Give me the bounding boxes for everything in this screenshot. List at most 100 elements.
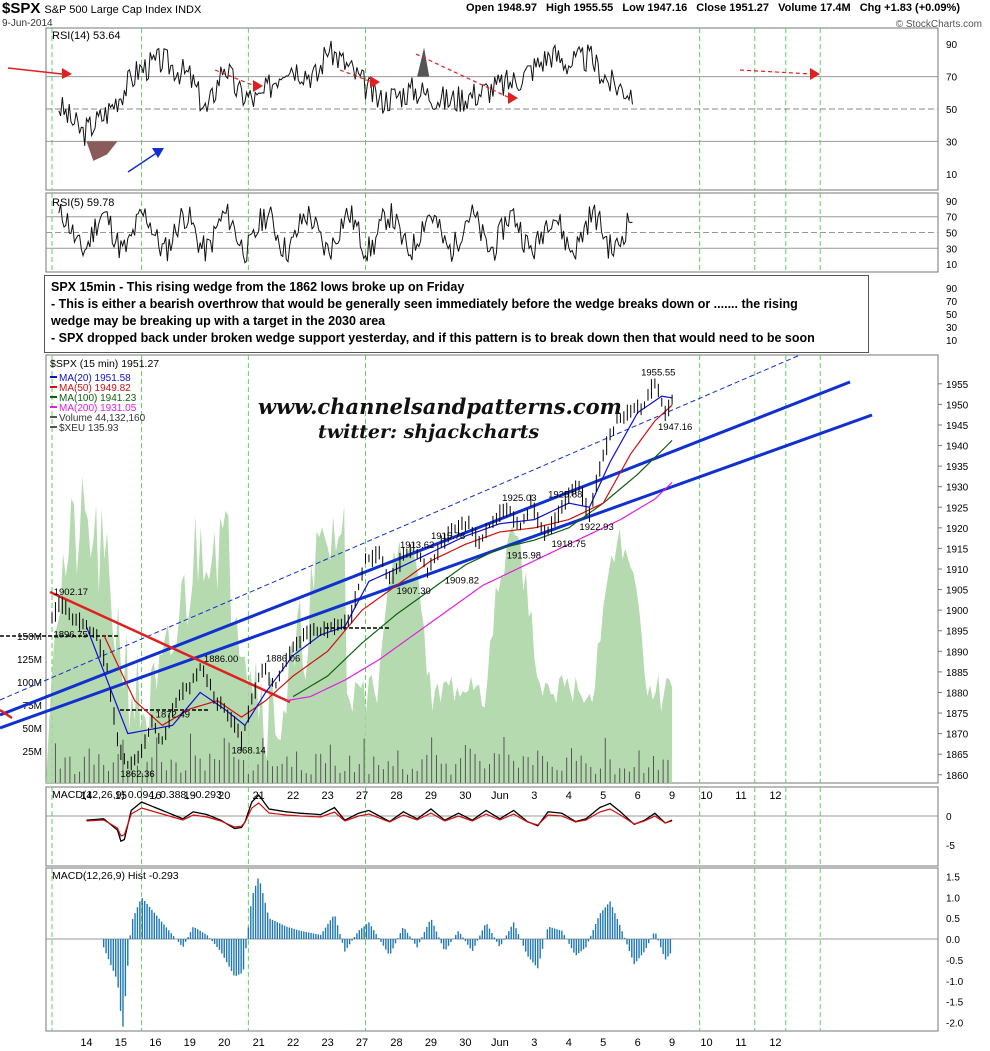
x-axis-label-bottom: 3 bbox=[531, 1037, 537, 1049]
price-tick-label: 1895 bbox=[946, 627, 969, 638]
x-axis-label-bottom: 21 bbox=[253, 1037, 265, 1049]
rsi5-tick-label: 50 bbox=[946, 229, 958, 240]
legend-entry: MA(50) 1949.82 bbox=[59, 383, 131, 394]
price-panel-title: $SPX (15 min) 1951.27 bbox=[50, 358, 159, 370]
price-data-label: 1925.88 bbox=[548, 490, 582, 501]
price-data-label: 1909.82 bbox=[445, 576, 479, 587]
x-axis-label-bottom: 16 bbox=[149, 1037, 161, 1049]
price-data-label: 1915.78 bbox=[431, 531, 465, 542]
hist-tick-label: -2.0 bbox=[946, 1019, 964, 1030]
rsi14-line bbox=[58, 40, 633, 146]
x-axis-label-bottom: 12 bbox=[769, 1037, 781, 1049]
price-data-label: 1896.75 bbox=[53, 630, 87, 641]
price-tick-label: 1940 bbox=[946, 442, 969, 453]
hist-panel bbox=[45, 867, 939, 1032]
x-axis-label-bottom: 15 bbox=[115, 1037, 127, 1049]
x-axis-label: 11 bbox=[735, 790, 746, 802]
price-data-label: 1955.55 bbox=[641, 368, 675, 379]
rsi-divergence-line bbox=[415, 53, 511, 99]
x-axis-label-bottom: 19 bbox=[184, 1037, 196, 1049]
price-data-label: 1868.14 bbox=[231, 745, 265, 756]
price-tick-label: 1945 bbox=[946, 421, 969, 432]
rsi14-tick-label: 50 bbox=[946, 105, 958, 116]
legend-entry: MA(200) 1931.05 bbox=[59, 403, 137, 414]
macd-panel bbox=[45, 786, 939, 867]
x-axis-label: 23 bbox=[321, 790, 333, 802]
rsi-tick-label-behind-note: 30 bbox=[946, 323, 958, 334]
rsi-tick-label-behind-note: 70 bbox=[946, 297, 958, 308]
x-axis-label: 15 bbox=[115, 790, 127, 802]
price-tick-label: 1935 bbox=[946, 462, 969, 473]
price-tick-label: 1925 bbox=[946, 503, 969, 514]
macd-tick-label: 0 bbox=[946, 812, 952, 823]
header-symbol: $SPX S&P 500 Large Cap Index INDX bbox=[2, 0, 201, 17]
wedge-support-line bbox=[0, 413, 873, 730]
x-axis-label: 20 bbox=[218, 790, 230, 802]
x-axis-label-bottom: 5 bbox=[600, 1037, 606, 1049]
x-axis-label: 19 bbox=[184, 790, 196, 802]
x-axis-label-bottom: 14 bbox=[80, 1037, 92, 1049]
legend-entry: Volume 44,132,160 bbox=[59, 413, 146, 424]
volume-tick-label: 50M bbox=[23, 724, 42, 735]
symbol: $SPX bbox=[2, 0, 41, 17]
annotation-line: - This is either a bearish overthrow tha… bbox=[51, 297, 798, 311]
rsi-divergence-arrowhead bbox=[370, 76, 380, 88]
x-axis-label: 5 bbox=[600, 790, 606, 802]
ma50-line bbox=[103, 404, 673, 727]
macd-signal-line bbox=[86, 802, 673, 837]
price-data-label: 1886.06 bbox=[266, 654, 300, 665]
x-axis-label-bottom: 23 bbox=[321, 1037, 333, 1049]
price-data-label: 1915.98 bbox=[507, 550, 541, 561]
rsi14-tick-label: 10 bbox=[946, 170, 958, 181]
rsi-red-arrowhead bbox=[62, 68, 72, 79]
price-tick-label: 1955 bbox=[946, 380, 969, 391]
price-tick-label: 1870 bbox=[946, 730, 969, 741]
legend-entry: $XEU 135.93 bbox=[59, 423, 119, 434]
price-data-label: 1918.75 bbox=[552, 539, 586, 550]
x-axis-label-bottom: 6 bbox=[635, 1037, 641, 1049]
hist-title: MACD(12,26,9) Hist -0.293 bbox=[52, 870, 179, 882]
rsi14-tick-label: 30 bbox=[946, 137, 958, 148]
watermark-site: www.channelsandpatterns.com bbox=[258, 394, 622, 419]
legend-entry: MA(100) 1941.23 bbox=[59, 393, 137, 404]
price-data-label: 1872.49 bbox=[156, 709, 190, 720]
ma100-line bbox=[292, 440, 673, 698]
x-axis-label: Jun bbox=[491, 790, 509, 802]
wedge-resistance-line bbox=[0, 380, 851, 717]
x-axis-label: 29 bbox=[425, 790, 437, 802]
volume-tick-label: 125M bbox=[17, 655, 42, 666]
x-axis-label: 22 bbox=[287, 790, 299, 802]
price-tick-label: 1885 bbox=[946, 668, 969, 679]
x-axis-label-bottom: 30 bbox=[459, 1037, 471, 1049]
downtrend-line bbox=[49, 590, 291, 704]
brand-credit: © StockCharts.com bbox=[895, 19, 982, 30]
price-tick-label: 1890 bbox=[946, 647, 969, 658]
chart-date: 9-Jun-2014 bbox=[2, 18, 53, 29]
rsi5-tick-label: 90 bbox=[946, 197, 958, 208]
x-axis-label: 4 bbox=[566, 790, 572, 802]
price-tick-label: 1880 bbox=[946, 688, 969, 699]
rsi14-title: RSI(14) 53.64 bbox=[52, 30, 120, 42]
x-axis-label: 27 bbox=[356, 790, 368, 802]
price-data-label: 1913.62 bbox=[400, 540, 434, 551]
rsi-divergence-arrowhead bbox=[253, 80, 263, 92]
volume-value: Volume 17.4M bbox=[778, 2, 851, 14]
price-data-label: 1922.93 bbox=[579, 522, 613, 533]
rsi-divergence-arrowhead bbox=[508, 92, 518, 104]
price-tick-label: 1865 bbox=[946, 750, 969, 761]
price-data-label: 1925.03 bbox=[502, 493, 536, 504]
rsi-red-arrow bbox=[7, 67, 63, 75]
volume-tick-label: 100M bbox=[17, 678, 42, 689]
volume-tick-label: 75M bbox=[23, 701, 42, 712]
hist-tick-label: -1.0 bbox=[946, 977, 964, 988]
volume-tick-label: 25M bbox=[23, 747, 42, 758]
low-value: Low 1947.16 bbox=[622, 2, 688, 14]
rsi-divergence-line bbox=[739, 69, 813, 75]
x-axis-label-bottom: 22 bbox=[287, 1037, 299, 1049]
ma20-line bbox=[85, 395, 673, 735]
high-value: High 1955.55 bbox=[546, 2, 614, 14]
x-axis-label: 14 bbox=[80, 790, 92, 802]
hist-tick-label: -0.5 bbox=[946, 956, 964, 967]
hist-tick-label: 1.5 bbox=[946, 872, 960, 883]
price-tick-label: 1930 bbox=[946, 483, 969, 494]
